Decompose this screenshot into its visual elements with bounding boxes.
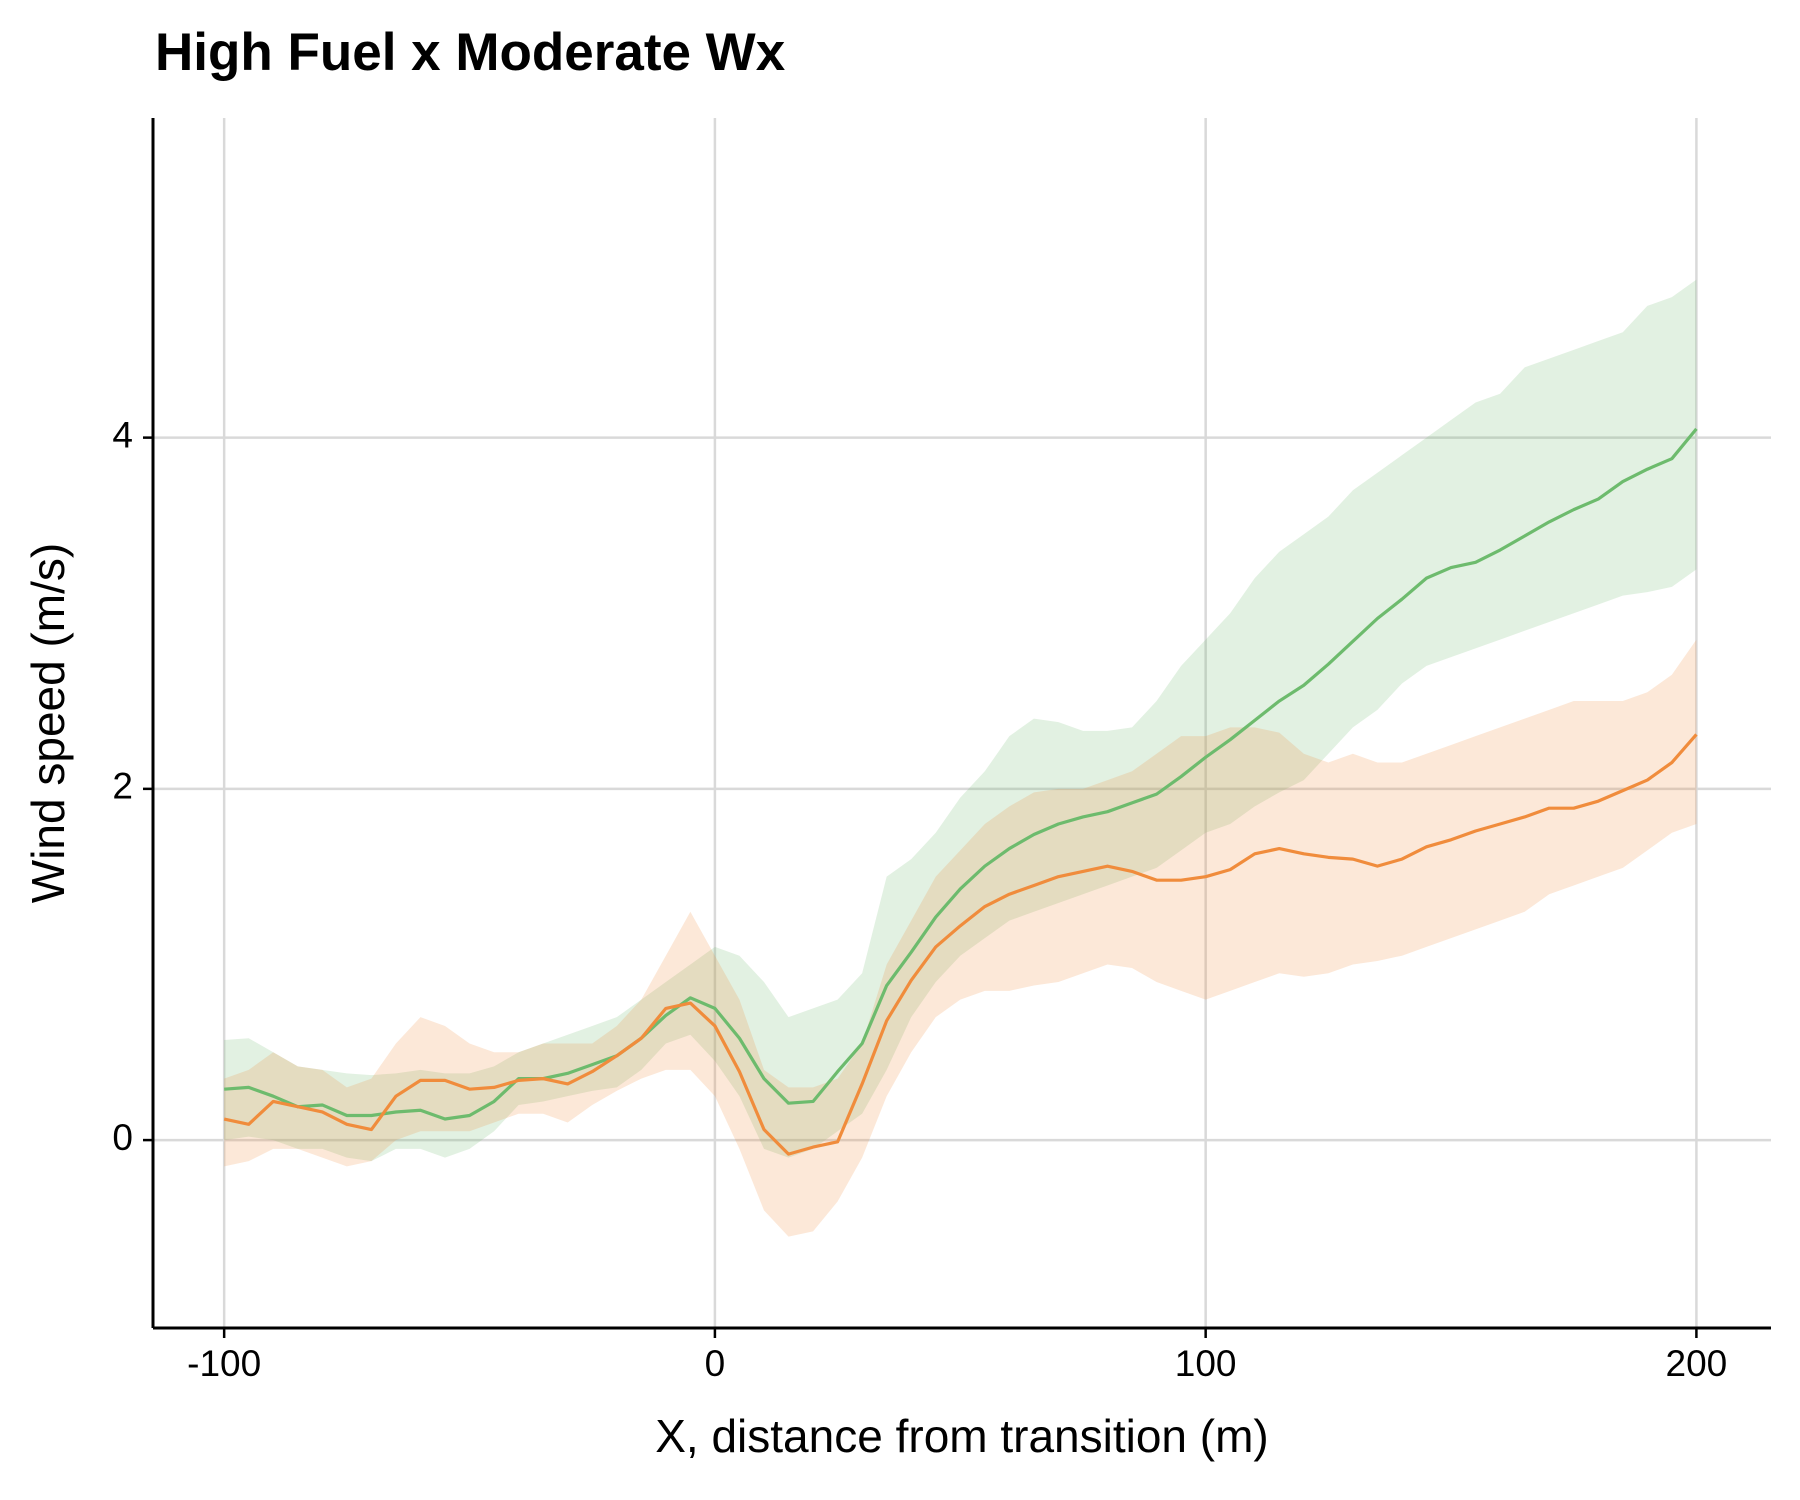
y-tick-label: 2 [112, 766, 133, 807]
x-tick-label: 200 [1666, 1343, 1728, 1384]
confidence-band [224, 279, 1697, 1162]
y-axis-title: Wind speed (m/s) [22, 543, 74, 903]
series-line [223, 733, 1698, 1156]
x-tick-label: -100 [187, 1343, 261, 1384]
y-tick-label: 0 [112, 1117, 133, 1158]
confidence-band [224, 639, 1697, 1237]
x-tick-label: 100 [1175, 1343, 1237, 1384]
x-tick-label: 0 [705, 1343, 726, 1384]
y-tick-label: 4 [112, 414, 133, 455]
series-line [224, 427, 1698, 1121]
chart-title: High Fuel x Moderate Wx [155, 23, 786, 82]
x-axis-title: X, distance from transition (m) [655, 1410, 1269, 1462]
